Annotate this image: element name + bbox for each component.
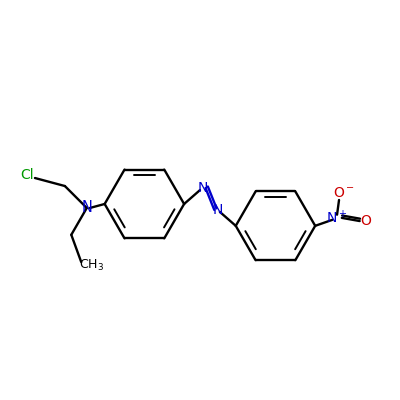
Text: Cl: Cl — [20, 168, 34, 182]
Text: N: N — [197, 181, 208, 195]
Text: CH$_3$: CH$_3$ — [78, 258, 104, 273]
Text: N$^+$: N$^+$ — [326, 209, 348, 226]
Text: N: N — [81, 200, 92, 216]
Text: O: O — [361, 214, 372, 228]
Text: N: N — [212, 203, 223, 217]
Text: O$^-$: O$^-$ — [333, 186, 355, 200]
